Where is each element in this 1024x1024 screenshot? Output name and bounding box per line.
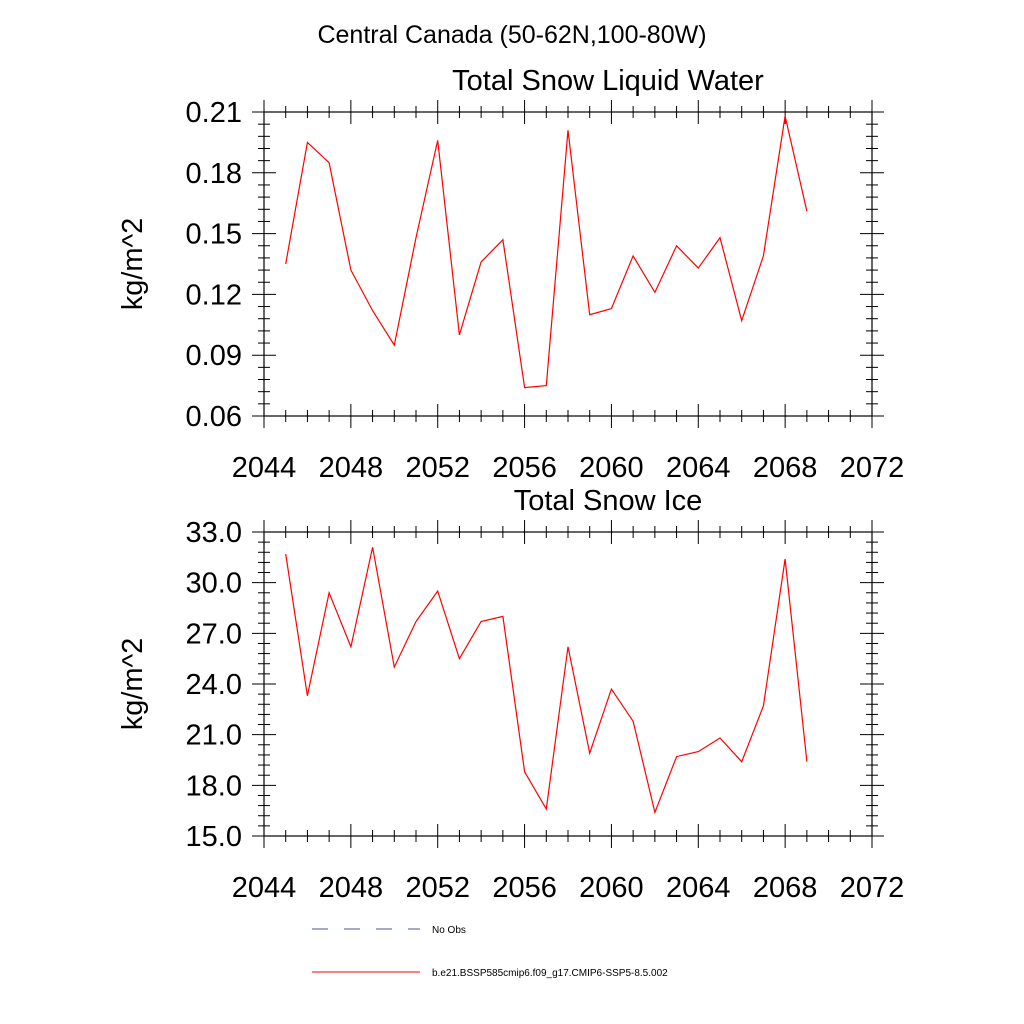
legend-label-1: b.e21.BSSP585cmip6.f09_g17.CMIP6-SSP5-8.…: [432, 968, 668, 979]
series-line: [285, 115, 808, 389]
y-tick-label: 0.15: [186, 219, 242, 251]
y-tick-label: 0.09: [186, 340, 242, 372]
y-axis-label: kg/m^2: [117, 218, 149, 311]
x-tick-label: 2056: [492, 872, 557, 904]
panel-snow-liquid-water: Total Snow Liquid Water 2044 2048 2052 2056 2…: [117, 65, 904, 484]
series-line: [285, 547, 808, 815]
x-tick-label: 2044: [232, 872, 297, 904]
y-tick-label: 15.0: [186, 821, 242, 853]
panel-title: Total Snow Liquid Water: [452, 65, 764, 97]
y-tick-label: 0.12: [186, 279, 242, 311]
x-tick-label: 2052: [405, 452, 470, 484]
x-tick-label: 2060: [579, 452, 644, 484]
x-tick-label: 2064: [666, 872, 731, 904]
legend: No Obs b.e21.BSSP585cmip6.f09_g17.CMIP6-S…: [312, 925, 668, 979]
figure-title: Central Canada (50-62N,100-80W): [317, 21, 706, 49]
x-tick-label: 2044: [232, 452, 297, 484]
x-tick-label: 2068: [753, 872, 818, 904]
legend-label-0: No Obs: [432, 925, 466, 936]
y-tick-label: 33.0: [186, 517, 242, 549]
panel-title: Total Snow Ice: [514, 485, 703, 517]
y-tick-label: 0.06: [186, 401, 242, 433]
x-tick-label: 2048: [319, 452, 384, 484]
y-tick-label: 0.18: [186, 158, 242, 190]
x-tick-label: 2072: [840, 872, 905, 904]
y-tick-label: 18.0: [186, 770, 242, 802]
x-tick-label: 2068: [753, 452, 818, 484]
y-tick-label: 30.0: [186, 568, 242, 600]
plot-frame: [263, 531, 873, 837]
x-tick-label: 2072: [840, 452, 905, 484]
x-tick-label: 2052: [405, 872, 470, 904]
x-tick-label: 2056: [492, 452, 557, 484]
x-tick-label: 2064: [666, 452, 731, 484]
x-tick-label: 2048: [319, 872, 384, 904]
y-tick-label: 27.0: [186, 618, 242, 650]
plot-frame: [263, 111, 873, 417]
panel-snow-ice: Total Snow Ice 2044 2048 2052 2056 2060 2064 20…: [117, 485, 904, 904]
y-tick-label: 24.0: [186, 669, 242, 701]
y-tick-label: 0.21: [186, 97, 242, 129]
y-axis-label: kg/m^2: [117, 638, 149, 731]
y-tick-label: 21.0: [186, 720, 242, 752]
x-tick-label: 2060: [579, 872, 644, 904]
